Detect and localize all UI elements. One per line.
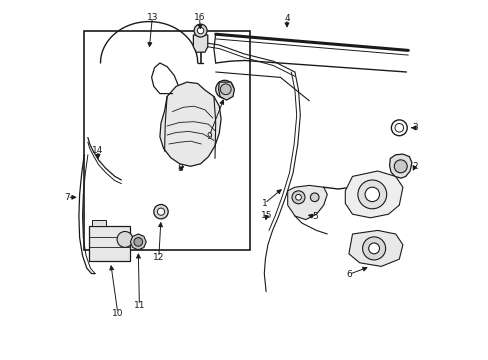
- Polygon shape: [160, 82, 221, 166]
- Text: 13: 13: [146, 13, 158, 22]
- Text: 16: 16: [193, 13, 205, 22]
- Circle shape: [310, 193, 318, 202]
- Bar: [84, 31, 249, 250]
- Polygon shape: [130, 234, 146, 250]
- Text: 10: 10: [112, 309, 123, 318]
- Circle shape: [194, 24, 206, 37]
- Circle shape: [197, 27, 203, 34]
- Polygon shape: [345, 171, 402, 218]
- Circle shape: [394, 123, 403, 132]
- Polygon shape: [389, 154, 411, 178]
- Text: 5: 5: [311, 212, 317, 221]
- Circle shape: [134, 238, 142, 246]
- Text: 9: 9: [206, 132, 212, 141]
- Circle shape: [220, 84, 231, 95]
- Circle shape: [157, 208, 164, 215]
- Circle shape: [368, 243, 379, 254]
- Text: 1: 1: [261, 199, 267, 208]
- Circle shape: [215, 80, 233, 98]
- Text: 11: 11: [133, 301, 145, 310]
- Circle shape: [357, 180, 386, 209]
- Text: 3: 3: [411, 123, 417, 132]
- Text: 15: 15: [261, 211, 272, 220]
- Polygon shape: [193, 35, 207, 52]
- Circle shape: [295, 194, 301, 200]
- Text: 12: 12: [153, 253, 164, 262]
- Text: 6: 6: [346, 270, 351, 279]
- Circle shape: [365, 187, 379, 202]
- Text: 14: 14: [92, 146, 103, 155]
- Circle shape: [393, 160, 407, 173]
- Text: 2: 2: [411, 162, 417, 171]
- Circle shape: [153, 204, 168, 219]
- Text: 7: 7: [64, 193, 70, 202]
- Circle shape: [117, 231, 133, 247]
- Text: 8: 8: [177, 164, 183, 173]
- Circle shape: [390, 120, 407, 136]
- Text: 4: 4: [284, 14, 289, 23]
- Polygon shape: [348, 230, 402, 266]
- Circle shape: [362, 237, 385, 260]
- Circle shape: [291, 191, 305, 204]
- Bar: [89, 226, 130, 261]
- Polygon shape: [287, 185, 326, 220]
- Bar: [91, 220, 106, 226]
- Polygon shape: [218, 82, 234, 100]
